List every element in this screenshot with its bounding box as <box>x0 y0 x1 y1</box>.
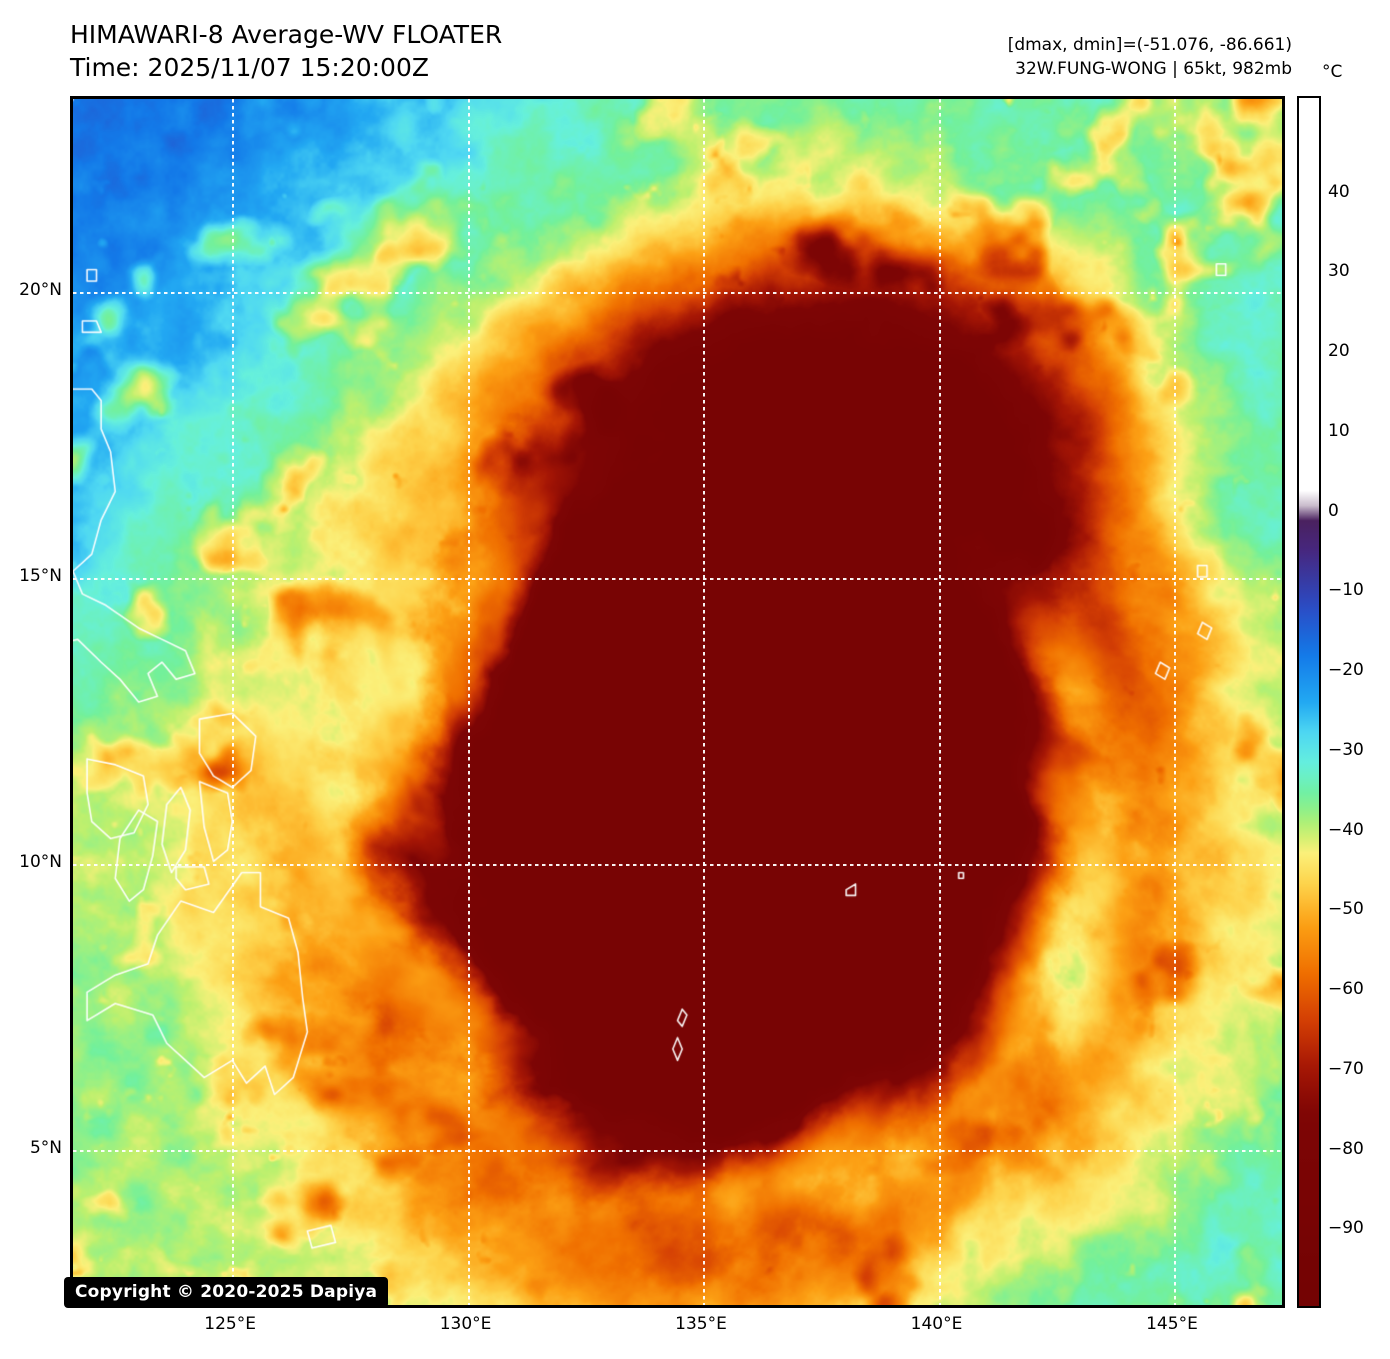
colorbar-tick-label: −90 <box>1328 1218 1364 1239</box>
colorbar-tick-label: 0 <box>1328 500 1339 521</box>
x-tick-label: 145°E <box>1146 1314 1198 1334</box>
gridline-parallel <box>73 578 1282 581</box>
gridline-parallel <box>73 1149 1282 1152</box>
chart-title-block: HIMAWARI-8 Average-WV FLOATER Time: 2025… <box>70 18 502 84</box>
satellite-image-canvas <box>73 99 1282 1305</box>
gridline-parallel <box>73 864 1282 867</box>
colorbar-tick-label: −80 <box>1328 1138 1364 1159</box>
gridline-meridian <box>703 99 706 1305</box>
metadata-block: [dmax, dmin]=(-51.076, -86.661) 32W.FUNG… <box>1008 33 1292 81</box>
colorbar-tick-label: 30 <box>1328 261 1350 282</box>
colorbar-tick-label: 40 <box>1328 181 1350 202</box>
timestamp-label: Time: 2025/11/07 15:20:00Z <box>70 53 429 82</box>
storm-info-label: 32W.FUNG-WONG | 65kt, 982mb <box>1015 59 1292 79</box>
colorbar-tick-label: −20 <box>1328 660 1364 681</box>
gridline-parallel <box>73 292 1282 295</box>
colorbar-tick-label: −30 <box>1328 739 1364 760</box>
gridline-meridian <box>232 99 235 1305</box>
colorbar-tick-label: 10 <box>1328 420 1350 441</box>
satellite-imagery-plot[interactable] <box>70 96 1285 1308</box>
colorbar-tick-label: −50 <box>1328 899 1364 920</box>
colorbar[interactable] <box>1297 96 1321 1308</box>
x-tick-label: 135°E <box>675 1314 727 1334</box>
gridline-meridian <box>1173 99 1176 1305</box>
x-tick-label: 125°E <box>204 1314 256 1334</box>
gridline-meridian <box>938 99 941 1305</box>
colorbar-tick-label: −70 <box>1328 1058 1364 1079</box>
colorbar-gradient <box>1299 98 1319 1306</box>
gridline-meridian <box>467 99 470 1305</box>
colorbar-tick-label: −40 <box>1328 819 1364 840</box>
x-tick-label: 140°E <box>910 1314 963 1334</box>
colorbar-unit-label: °C <box>1322 62 1343 82</box>
dminmax-label: [dmax, dmin]=(-51.076, -86.661) <box>1007 35 1292 55</box>
x-tick-label: 130°E <box>439 1314 492 1334</box>
colorbar-tick-label: −10 <box>1328 580 1364 601</box>
page-title: HIMAWARI-8 Average-WV FLOATER <box>70 20 503 49</box>
copyright-watermark: Copyright © 2020-2025 Dapiya <box>64 1277 389 1308</box>
colorbar-tick-label: 20 <box>1328 341 1350 362</box>
colorbar-tick-label: −60 <box>1328 979 1364 1000</box>
